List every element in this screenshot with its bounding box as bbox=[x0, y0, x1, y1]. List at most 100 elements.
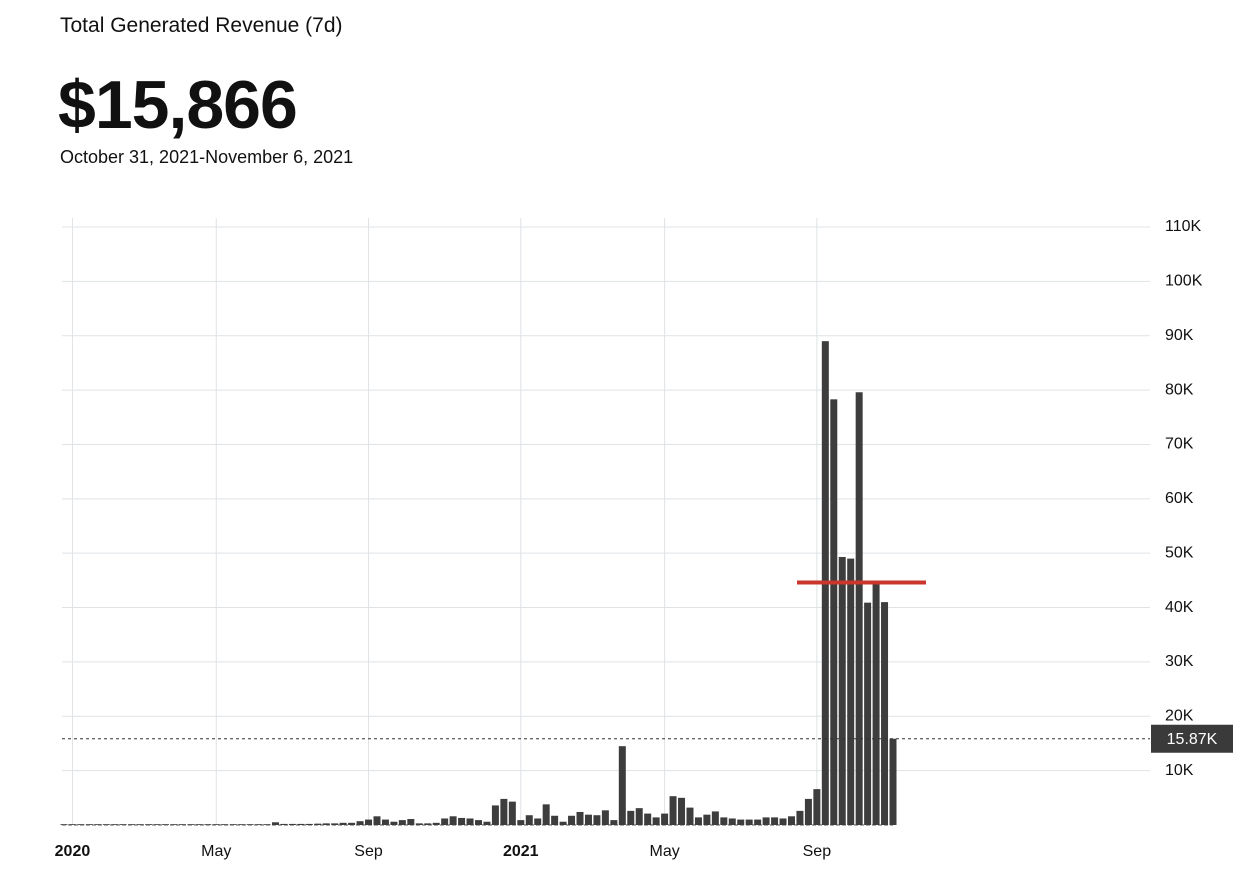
bar bbox=[136, 824, 144, 825]
bar bbox=[576, 811, 584, 825]
bar bbox=[686, 807, 694, 825]
bar bbox=[771, 817, 779, 825]
bar bbox=[669, 796, 677, 825]
bar bbox=[398, 820, 406, 825]
bar bbox=[415, 823, 423, 825]
bar bbox=[212, 824, 220, 825]
bar bbox=[322, 823, 330, 825]
bar bbox=[847, 558, 855, 825]
bar bbox=[813, 789, 821, 825]
bar bbox=[331, 823, 339, 825]
bar bbox=[60, 824, 68, 825]
bar bbox=[314, 823, 322, 825]
bar bbox=[297, 823, 305, 825]
bar bbox=[534, 818, 542, 825]
bar bbox=[787, 816, 795, 825]
x-tick-label: Sep bbox=[354, 843, 383, 860]
bar bbox=[855, 392, 863, 825]
bar bbox=[500, 798, 508, 825]
bar bbox=[204, 824, 212, 825]
bar bbox=[593, 815, 601, 825]
bar bbox=[517, 820, 525, 825]
bar bbox=[432, 822, 440, 825]
y-tick-label: 10K bbox=[1165, 762, 1194, 779]
bar bbox=[94, 824, 102, 825]
bar bbox=[85, 824, 93, 825]
bar bbox=[754, 819, 762, 825]
bar bbox=[111, 824, 119, 825]
y-tick-label: 70K bbox=[1165, 436, 1194, 453]
bar bbox=[610, 820, 618, 825]
bar bbox=[229, 824, 237, 825]
bar bbox=[711, 811, 719, 825]
bar bbox=[128, 824, 136, 825]
bar bbox=[678, 797, 686, 825]
y-tick-label: 90K bbox=[1165, 327, 1194, 344]
x-tick-label: 2020 bbox=[55, 843, 91, 860]
bar bbox=[424, 823, 432, 825]
bar bbox=[466, 818, 474, 825]
bar bbox=[872, 581, 880, 825]
bar bbox=[441, 818, 449, 825]
bar bbox=[745, 819, 753, 825]
bar bbox=[644, 813, 652, 825]
bar bbox=[864, 602, 872, 825]
bar bbox=[288, 823, 296, 825]
bar bbox=[618, 746, 626, 825]
y-tick-label: 50K bbox=[1165, 544, 1194, 561]
x-tick-label: May bbox=[201, 843, 231, 860]
bar bbox=[559, 821, 567, 825]
bar bbox=[178, 824, 186, 825]
title: Total Generated Revenue (7d) bbox=[60, 14, 343, 37]
headline-value: $15,866 bbox=[58, 67, 298, 143]
bar bbox=[881, 602, 889, 825]
bar bbox=[762, 817, 770, 825]
bar bbox=[348, 822, 356, 825]
bar bbox=[542, 804, 550, 825]
bar bbox=[551, 815, 559, 825]
bar bbox=[381, 819, 389, 825]
bar bbox=[584, 814, 592, 825]
bar bbox=[170, 824, 178, 825]
bar bbox=[838, 556, 846, 825]
bar bbox=[804, 798, 812, 825]
y-tick-label: 110K bbox=[1165, 218, 1202, 235]
bar bbox=[635, 808, 643, 825]
y-tick-label: 30K bbox=[1165, 653, 1194, 670]
x-tick-label: May bbox=[649, 843, 679, 860]
bar bbox=[195, 824, 203, 825]
bar bbox=[255, 824, 263, 825]
bar bbox=[652, 817, 660, 825]
bar bbox=[373, 816, 381, 825]
bar bbox=[796, 810, 804, 825]
bar bbox=[365, 819, 373, 825]
bar bbox=[271, 822, 279, 825]
bar bbox=[525, 815, 533, 825]
bar bbox=[475, 820, 482, 825]
x-tick-label: 2021 bbox=[503, 843, 539, 860]
bar bbox=[720, 817, 728, 825]
bar bbox=[153, 824, 161, 825]
bar bbox=[119, 824, 127, 825]
bar bbox=[779, 818, 787, 825]
bar bbox=[102, 824, 110, 825]
bar bbox=[246, 824, 254, 825]
bar bbox=[491, 805, 499, 825]
bar bbox=[601, 810, 609, 825]
y-tick-label: 40K bbox=[1165, 599, 1194, 616]
bar bbox=[390, 821, 398, 825]
x-tick-label: Sep bbox=[803, 843, 832, 860]
bar bbox=[703, 814, 711, 825]
current-value-label: 15.87K bbox=[1167, 731, 1218, 748]
bar bbox=[508, 801, 516, 825]
y-tick-label: 80K bbox=[1165, 381, 1194, 398]
bar bbox=[238, 824, 246, 825]
bar bbox=[263, 824, 271, 825]
current-value-box bbox=[1151, 724, 1233, 753]
bar bbox=[305, 823, 313, 825]
bar bbox=[145, 824, 153, 825]
bar bbox=[449, 816, 457, 825]
bar bbox=[77, 824, 85, 825]
